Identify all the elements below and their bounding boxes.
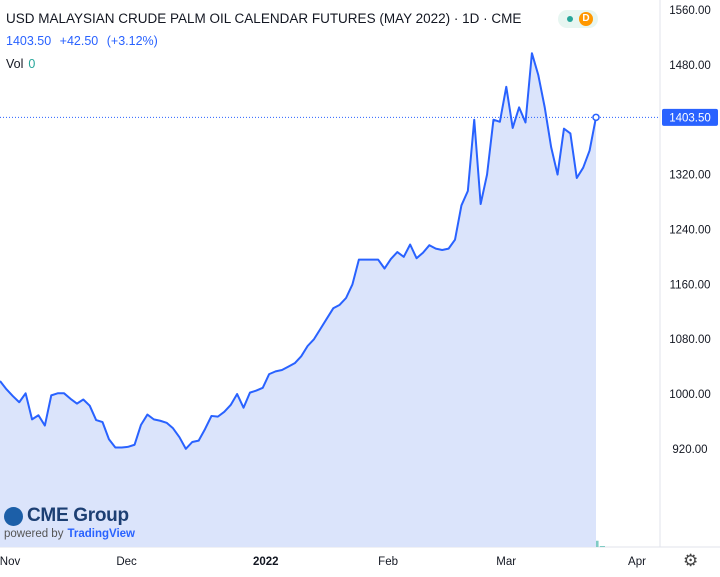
y-axis-tick-label: 1240.00 <box>669 224 711 236</box>
price-line <box>0 52 597 450</box>
y-axis-tick-label: 1480.00 <box>669 60 711 72</box>
price-area-fill <box>0 53 596 547</box>
market-open-dot-icon <box>567 16 573 22</box>
tradingview-link[interactable]: TradingView <box>67 528 135 540</box>
volume-label: Vol <box>6 57 24 71</box>
logo-text: CME Group <box>27 505 129 526</box>
y-axis-tick-label: 1160.00 <box>670 279 711 291</box>
price-change: +42.50 <box>59 34 99 48</box>
x-axis-tick-label: 2022 <box>253 556 279 568</box>
y-axis-tick-label: 1560.00 <box>669 5 711 17</box>
volume-value: 0 <box>28 57 36 71</box>
last-price-value: 1403.50 <box>6 34 52 48</box>
y-axis-tick-label: 1320.00 <box>669 170 711 182</box>
x-axis-tick-label: Apr <box>628 556 646 568</box>
x-axis-tick-label: Feb <box>378 556 398 568</box>
quote-row: 1403.50 +42.50 (+3.12%) <box>6 34 163 48</box>
delayed-data-badge[interactable]: D <box>579 12 593 26</box>
x-axis-tick-label: Dec <box>116 556 137 568</box>
y-axis-tick-label: 1000.00 <box>669 389 711 401</box>
last-price-label: 1403.50 <box>662 108 718 126</box>
market-status-badge[interactable]: D <box>558 10 598 28</box>
cme-globe-icon <box>4 507 23 526</box>
price-change-percent: (+3.12%) <box>106 34 158 48</box>
chart-title: USD MALAYSIAN CRUDE PALM OIL CALENDAR FU… <box>6 11 522 26</box>
powered-by-label: powered by <box>4 528 64 540</box>
x-axis-tick-label: Mar <box>496 556 516 568</box>
powered-by-tradingview[interactable]: powered by TradingView <box>4 528 135 540</box>
y-axis-tick-label: 920.00 <box>672 444 707 456</box>
last-price-point[interactable] <box>592 113 600 122</box>
volume-bar <box>593 540 599 547</box>
gear-icon[interactable]: ⚙ <box>683 551 699 570</box>
x-axis-tick-label: Nov <box>0 556 20 568</box>
y-axis-tick-label: 1080.00 <box>669 334 711 346</box>
volume-legend[interactable]: Vol 0 <box>6 57 35 71</box>
volume-bar <box>599 546 605 547</box>
svg-text:1403.50: 1403.50 <box>669 112 711 124</box>
